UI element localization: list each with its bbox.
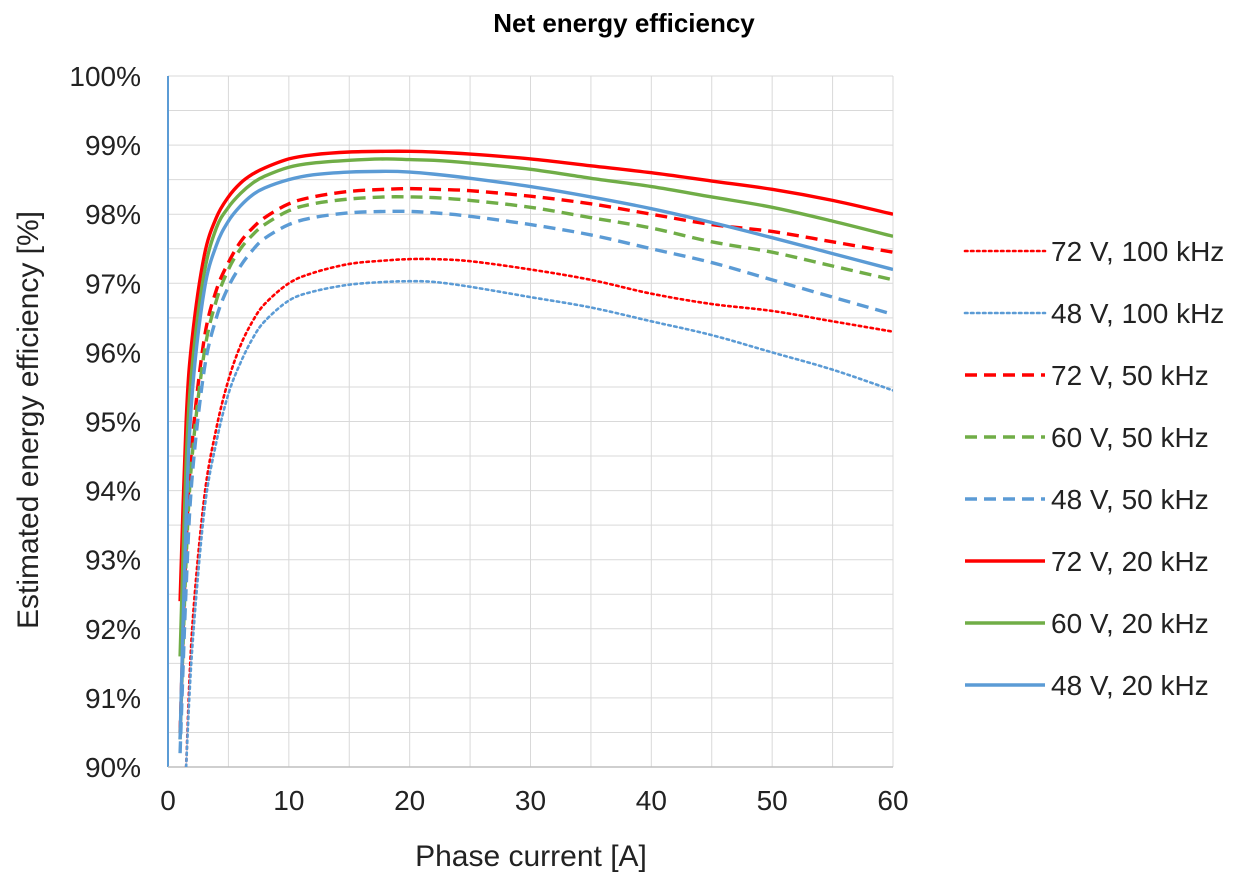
y-tick-label: 98%	[85, 199, 141, 230]
y-tick-label: 92%	[85, 614, 141, 645]
x-tick-label: 40	[636, 785, 667, 816]
y-tick-label: 99%	[85, 130, 141, 161]
series-line-60-v-50-khz	[178, 195, 893, 740]
legend-label: 60 V, 50 kHz	[1051, 422, 1209, 453]
axes	[167, 76, 893, 768]
series-line-72-v-50-khz	[178, 186, 893, 733]
series-line-60-v-20-khz	[178, 157, 893, 657]
y-tick-label: 90%	[85, 752, 141, 783]
legend-label: 72 V, 50 kHz	[1051, 360, 1209, 391]
x-tick-label: 60	[877, 785, 908, 816]
series-line-72-v-20-khz	[178, 149, 893, 602]
y-tick-label: 96%	[85, 337, 141, 368]
legend-label: 48 V, 50 kHz	[1051, 484, 1209, 515]
chart-title: Net energy efficiency	[493, 8, 755, 38]
y-tick-label: 93%	[85, 545, 141, 576]
series-line-72-v-100-khz	[184, 257, 893, 767]
x-axis-label: Phase current [A]	[415, 840, 647, 873]
y-tick-label: 100%	[69, 61, 141, 92]
legend-label: 48 V, 20 kHz	[1051, 670, 1209, 701]
y-tick-label: 94%	[85, 476, 141, 507]
y-tick-label: 95%	[85, 407, 141, 438]
series-line-48-v-20-khz	[178, 169, 893, 740]
legend-label: 48 V, 100 kHz	[1051, 298, 1224, 329]
tick-labels: 0 10 20 30 40 50 60 90% 91% 92% 93% 94% 95% 96% 97% 98%…	[69, 61, 908, 816]
series-line-48-v-100-khz	[184, 279, 893, 767]
series-lines	[178, 149, 893, 767]
y-tick-label: 97%	[85, 268, 141, 299]
legend-label: 72 V, 100 kHz	[1051, 236, 1224, 267]
x-tick-label: 30	[515, 785, 546, 816]
legend: 72 V, 100 kHz 48 V, 100 kHz 72 V, 50 kHz 60…	[963, 236, 1224, 701]
x-tick-label: 10	[273, 785, 304, 816]
legend-label: 60 V, 20 kHz	[1051, 608, 1209, 639]
y-axis-label: Estimated energy efficiency [%]	[12, 211, 45, 629]
legend-label: 72 V, 20 kHz	[1051, 546, 1209, 577]
x-tick-label: 50	[757, 785, 788, 816]
x-tick-label: 0	[160, 785, 176, 816]
y-tick-label: 91%	[85, 683, 141, 714]
series-line-48-v-50-khz	[178, 209, 893, 754]
grid	[167, 75, 894, 768]
x-tick-label: 20	[394, 785, 425, 816]
